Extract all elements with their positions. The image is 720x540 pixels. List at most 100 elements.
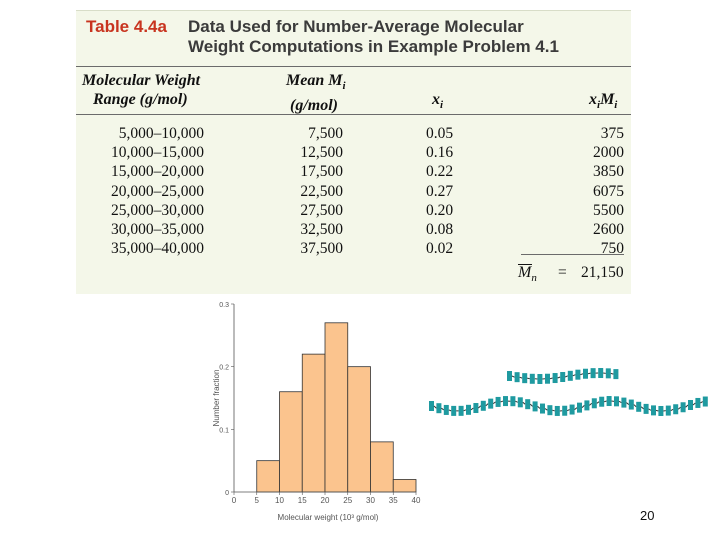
monomer-unit <box>552 373 558 384</box>
monomer-unit <box>606 396 612 407</box>
cell-ximi: 2600 <box>593 221 624 238</box>
top-rule <box>76 66 631 67</box>
monomer-unit <box>702 396 708 407</box>
monomer-unit <box>605 368 611 379</box>
cell-ximi: 3850 <box>593 163 624 181</box>
cell-xi: 0.16 <box>426 144 454 162</box>
monomer-unit <box>547 405 553 416</box>
cell-range: 5,000–10,000 <box>118 125 204 142</box>
header-mean: Mean Mi (g/mol) <box>286 71 346 115</box>
x-tick-label: 10 <box>275 496 284 505</box>
mn-symbol: Mn <box>518 264 537 285</box>
monomer-unit <box>614 396 619 407</box>
monomer-unit <box>443 404 449 415</box>
monomer-unit <box>621 397 627 408</box>
header-mean-line-2: (g/mol) <box>290 97 338 115</box>
histogram-bar <box>347 366 371 493</box>
monomer-unit <box>545 373 550 384</box>
monomer-unit <box>473 403 479 414</box>
histogram-chart: 0 5 10 15 20 25 30 35 40 0 0.1 0.2 0.3 Number fracti… <box>212 302 421 522</box>
monomer-unit <box>695 397 701 408</box>
monomer-unit <box>480 400 486 411</box>
cell-xi: 0.05 <box>426 125 454 142</box>
short-polymer-chain <box>507 368 619 384</box>
monomer-unit <box>575 369 581 380</box>
monomer-unit <box>562 405 568 416</box>
cell-ximi: 750 <box>600 240 624 258</box>
sum-rule <box>521 254 624 255</box>
cell-range: 30,000–35,000 <box>111 221 204 238</box>
monomer-unit <box>583 368 588 379</box>
cell-range: 10,000–15,000 <box>111 144 204 162</box>
table-title-line-1: Data Used for Number-Average Molecular <box>188 17 524 36</box>
header-range-line-2: Range (g/mol) <box>93 91 188 108</box>
monomer-unit <box>525 399 531 410</box>
monomer-unit <box>584 400 590 411</box>
x-tick-label: 20 <box>321 496 330 505</box>
monomer-unit <box>577 402 582 413</box>
monomer-unit <box>514 372 520 383</box>
monomer-unit <box>507 371 512 381</box>
monomer-unit <box>429 401 434 411</box>
cell-ximi: 2000 <box>593 144 624 162</box>
table-title-line-2: Weight Computations in Example Problem 4… <box>188 37 559 56</box>
header-ximi: xiMi <box>589 91 618 112</box>
histogram-bar <box>301 353 326 493</box>
header-range: Molecular Weight Range (g/mol) <box>82 71 200 109</box>
monomer-unit <box>651 405 656 416</box>
x-tick-label: 25 <box>343 496 352 505</box>
monomer-unit <box>540 403 545 414</box>
cell-mean: 37,500 <box>300 240 343 258</box>
monomer-unit <box>436 403 442 414</box>
monomer-unit <box>532 401 538 412</box>
cell-ximi: 5500 <box>593 201 624 219</box>
monomer-unit <box>537 373 543 384</box>
histogram-bar <box>256 460 280 493</box>
cell-xi: 0.08 <box>426 221 454 238</box>
y-tick-label: 0.2 <box>219 365 229 372</box>
monomer-unit <box>466 404 471 415</box>
monomer-unit <box>613 369 619 380</box>
x-tick-label: 35 <box>389 496 398 505</box>
cell-ximi: 6075 <box>593 182 624 200</box>
monomer-unit <box>458 405 464 416</box>
monomer-unit <box>522 373 528 384</box>
histogram-bar <box>392 479 417 493</box>
monomer-unit <box>451 405 457 416</box>
mn-value: 21,150 <box>581 264 624 281</box>
monomer-unit <box>554 405 560 416</box>
monomer-unit <box>665 405 671 416</box>
monomer-unit <box>636 401 642 412</box>
table-title: Data Used for Number-Average Molecular W… <box>188 17 588 57</box>
y-tick-label: 0 <box>225 490 229 497</box>
monomer-unit <box>495 396 501 407</box>
monomer-unit <box>598 368 604 379</box>
polymer-chains-illustration <box>429 368 708 416</box>
x-tick-label: 15 <box>298 496 307 505</box>
cell-mean: 32,500 <box>300 221 343 238</box>
y-tick-label: 0.3 <box>219 302 229 309</box>
header-range-line-1: Molecular Weight <box>82 72 201 89</box>
histogram-bar <box>324 322 349 493</box>
cell-mean: 22,500 <box>300 182 343 200</box>
header-rule <box>76 114 631 115</box>
monomer-unit <box>529 373 535 384</box>
equals-sign: = <box>558 264 567 281</box>
monomer-unit <box>560 372 566 383</box>
table-panel: Table 4.4a Data Used for Number-Average … <box>76 10 631 294</box>
monomer-unit <box>590 368 596 379</box>
cell-mean: 7,500 <box>308 125 343 142</box>
monomer-unit <box>567 370 573 381</box>
header-xi: xi <box>432 91 444 112</box>
cell-range: 35,000–40,000 <box>111 240 204 258</box>
x-tick-label: 5 <box>255 496 260 505</box>
cell-range: 20,000–25,000 <box>111 182 204 200</box>
monomer-unit <box>591 398 597 409</box>
monomer-unit <box>569 404 575 415</box>
x-tick-label: 0 <box>232 496 237 505</box>
header-mean-line-1: Mean Mi <box>286 72 346 93</box>
monomer-unit <box>658 405 664 416</box>
long-polymer-chain <box>429 396 708 416</box>
cell-mean: 27,500 <box>300 201 343 219</box>
cell-xi: 0.20 <box>426 201 454 219</box>
